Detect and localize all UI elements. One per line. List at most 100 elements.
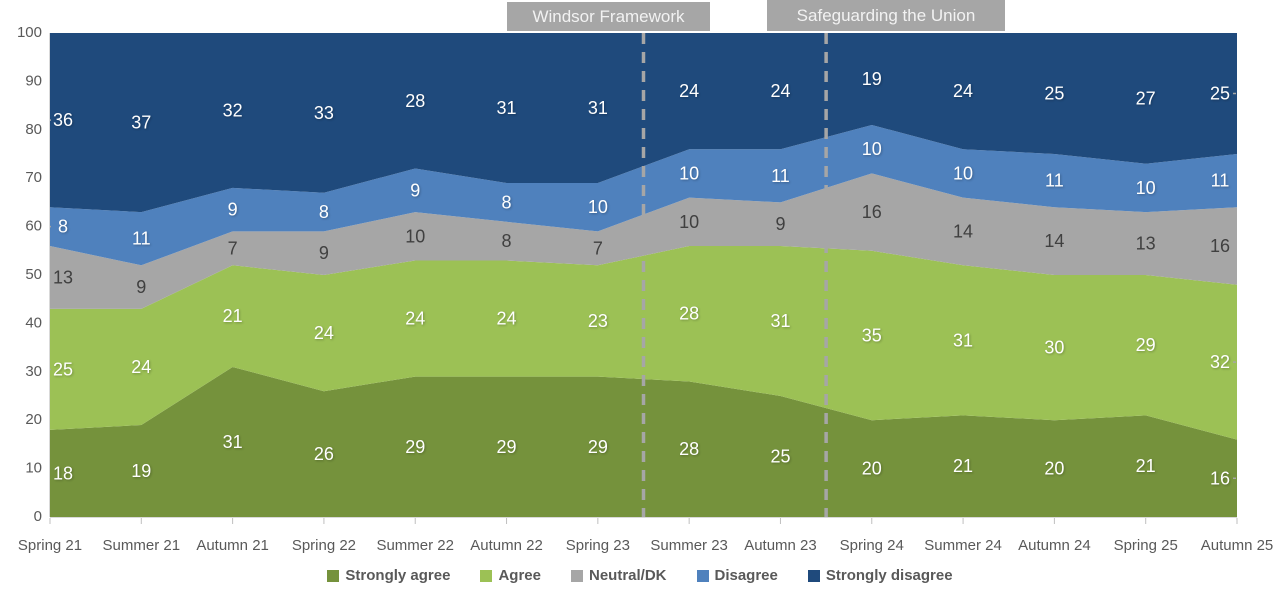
x-tick-label: Spring 24 [840,537,904,554]
data-label: 9 [228,200,238,220]
legend-swatch-disagree [696,569,709,582]
x-tick-label: Spring 22 [292,537,356,554]
data-label: 8 [319,202,329,222]
data-label: 29 [588,437,608,457]
legend-item-disagree: Disagree [696,567,778,584]
data-label: 18 [53,463,73,483]
data-label: 8 [58,217,68,237]
data-label: 28 [679,439,699,459]
legend-item-agree: Agree [480,567,541,584]
y-tick-label: 70 [25,169,42,186]
data-label: 30 [1044,338,1064,358]
data-label: 24 [314,323,334,343]
data-label: 27 [1136,88,1156,108]
data-label: 31 [497,98,517,118]
legend-item-strongly-agree: Strongly agree [327,567,450,584]
data-label: 20 [862,459,882,479]
data-label: 10 [679,163,699,183]
data-label: 10 [588,197,608,217]
x-axis-labels: Spring 21 Summer 21 Autumn 21 Spring 22 Summ… [18,537,1273,554]
annotation-windsor-framework: Windsor Framework [507,2,710,31]
data-labels-disagree: 8 11 9 8 9 8 10 10 11 10 10 11 10 11 [50,139,1229,249]
data-label: 21 [953,456,973,476]
data-label: 32 [223,100,243,120]
y-tick-label: 80 [25,121,42,138]
data-label: 11 [1045,171,1064,191]
x-tick-label: Spring 25 [1114,537,1178,554]
data-label: 7 [228,238,238,258]
data-label: 21 [223,306,243,326]
data-label: 31 [588,98,608,118]
x-tick-label: Spring 21 [18,537,82,554]
data-label: 8 [502,231,512,251]
data-label: 29 [497,437,517,457]
y-tick-label: 20 [25,411,42,428]
data-label: 20 [1044,459,1064,479]
y-tick-label: 30 [25,363,42,380]
data-label: 29 [405,437,425,457]
y-tick-label: 40 [25,314,42,331]
legend-swatch-strongly-disagree [807,569,820,582]
legend-label-strongly-agree: Strongly agree [345,567,451,584]
data-label: 24 [770,81,790,101]
data-label: 37 [131,113,151,133]
x-tick-label: Spring 23 [566,537,630,554]
x-tick-label: Autumn 24 [1018,537,1091,554]
data-label: 31 [223,432,243,452]
legend-item-strongly-disagree: Strongly disagree [807,567,953,584]
data-label: 19 [131,461,151,481]
data-label: 24 [679,81,699,101]
data-label: 10 [953,163,973,183]
data-label: 10 [1136,178,1156,198]
data-label: 35 [862,326,882,346]
data-label: 31 [953,330,973,350]
x-tick-label: Summer 24 [924,537,1002,554]
data-label: 7 [593,238,603,258]
x-tick-label: Autumn 21 [196,537,269,554]
data-label: 10 [679,212,699,232]
data-label: 24 [497,309,517,329]
data-label: 13 [1136,234,1156,254]
data-label: 9 [410,180,420,200]
data-label: 25 [1210,84,1230,104]
data-label: 31 [770,311,790,331]
area-series-strongly-disagree [50,33,1237,213]
data-label: 24 [405,309,425,329]
data-label: 16 [1210,236,1230,256]
legend-label-neutral-dk: Neutral/DK [588,567,667,584]
data-label: 11 [132,229,151,249]
data-label: 11 [1211,171,1230,191]
data-label: 24 [131,357,151,377]
data-label: 28 [679,304,699,324]
data-label: 19 [862,69,882,89]
data-label: 9 [319,243,329,263]
legend-swatch-agree [480,569,493,582]
annotation-safeguarding-the-union-label: Safeguarding the Union [796,6,976,25]
data-label: 16 [862,202,882,222]
data-label: 25 [53,359,73,379]
data-label: 32 [1210,352,1230,372]
legend-label-agree: Agree [498,567,541,584]
legend: Strongly agree Agree Neutral/DK Disagree… [0,567,1280,584]
data-label: 29 [1136,335,1156,355]
data-labels-agree: 25 24 21 24 24 24 23 28 31 35 31 30 29 32 [50,304,1236,379]
x-tick-label: Autumn 22 [470,537,543,554]
legend-swatch-neutral-dk [570,569,583,582]
data-label: 11 [771,166,790,186]
data-label: 9 [136,277,146,297]
data-label: 8 [502,192,512,212]
annotation-safeguarding-the-union: Safeguarding the Union [767,0,1005,31]
annotation-windsor-framework-label: Windsor Framework [532,7,685,26]
data-label: 28 [405,91,425,111]
y-tick-label: 50 [25,266,42,283]
data-label: 33 [314,103,334,123]
y-tick-label: 90 [25,72,42,89]
data-label: 9 [775,214,785,234]
data-label: 25 [1044,84,1064,104]
data-label: 14 [953,221,973,241]
area-series-neutral-dk [50,173,1237,309]
y-tick-label: 10 [25,460,42,477]
data-labels-strongly-agree: 18 19 31 26 29 29 29 28 25 20 21 20 21 16 [53,432,1236,488]
legend-swatch-strongly-agree [327,569,340,582]
